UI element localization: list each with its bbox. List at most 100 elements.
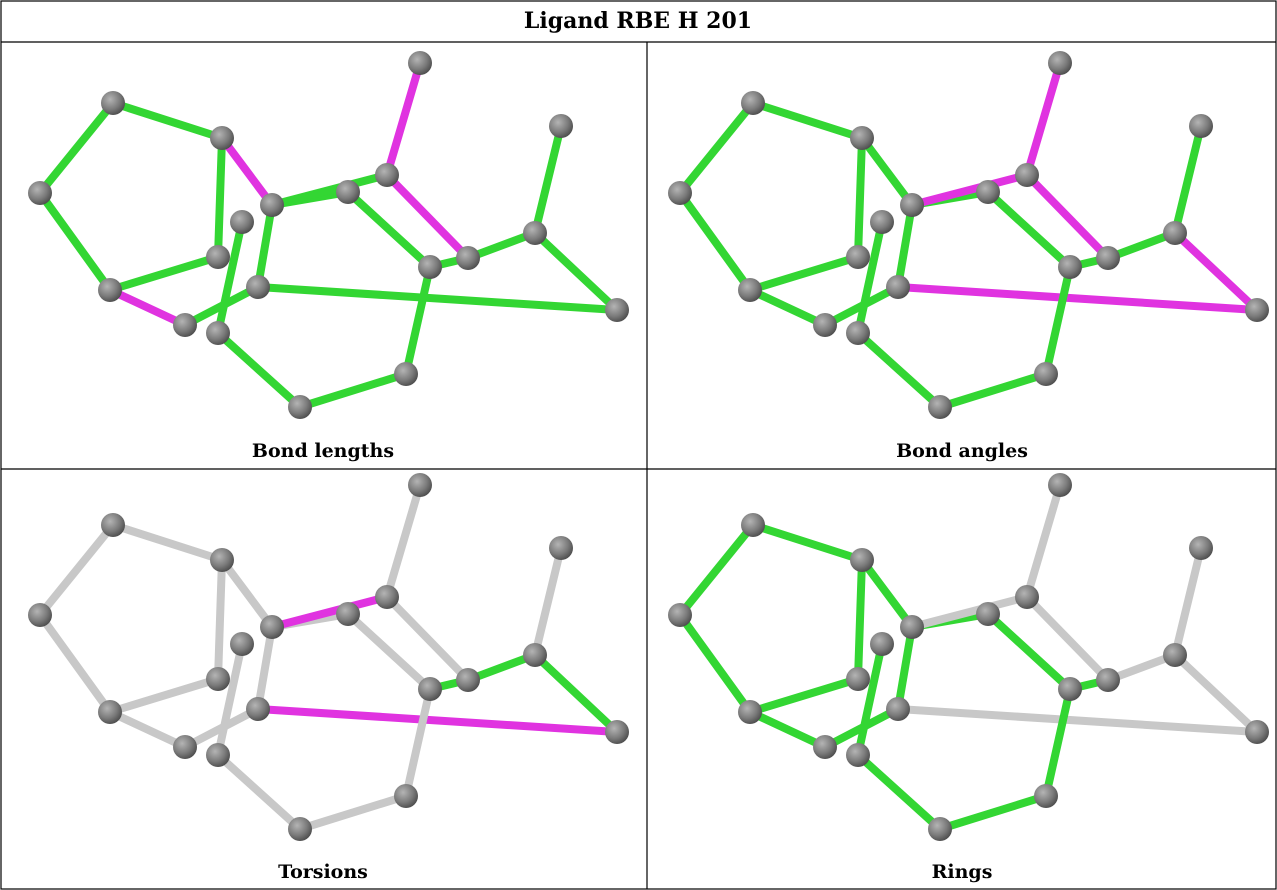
bond: [1027, 175, 1108, 258]
panel-caption: Torsions: [278, 861, 368, 883]
atom: [456, 246, 480, 270]
bond: [110, 290, 185, 325]
atom: [408, 51, 432, 75]
atom: [870, 210, 894, 234]
bond: [1046, 267, 1070, 374]
bond: [858, 138, 862, 257]
atom: [206, 743, 230, 767]
bond: [1175, 548, 1201, 655]
bond: [406, 689, 430, 796]
atom: [900, 615, 924, 639]
atom: [206, 245, 230, 269]
atom: [1048, 51, 1072, 75]
atom: [98, 278, 122, 302]
bond: [218, 755, 300, 829]
atom: [850, 126, 874, 150]
atom: [846, 245, 870, 269]
atom: [846, 321, 870, 345]
bond: [110, 712, 185, 747]
bond: [858, 755, 940, 829]
atom: [738, 278, 762, 302]
atom: [375, 585, 399, 609]
bond: [113, 525, 222, 560]
bond: [680, 193, 750, 290]
atom: [1058, 677, 1082, 701]
bond: [750, 679, 858, 712]
atom: [976, 180, 1000, 204]
bond: [300, 796, 406, 829]
bond: [110, 257, 218, 290]
bond: [300, 374, 406, 407]
atom: [900, 193, 924, 217]
bond: [1027, 485, 1060, 597]
panel-caption: Bond angles: [896, 440, 1028, 462]
bond: [222, 560, 272, 627]
atom: [101, 91, 125, 115]
atom: [230, 210, 254, 234]
atom: [886, 697, 910, 721]
atom: [928, 817, 952, 841]
bond: [1046, 689, 1070, 796]
bond: [40, 193, 110, 290]
atom: [1189, 536, 1213, 560]
atom: [246, 275, 270, 299]
atom: [523, 643, 547, 667]
atom: [928, 395, 952, 419]
atom: [741, 91, 765, 115]
bond: [858, 560, 862, 679]
atom: [668, 181, 692, 205]
bond: [898, 627, 912, 709]
atom: [210, 126, 234, 150]
atom: [1015, 163, 1039, 187]
bond: [750, 290, 825, 325]
figure: Ligand RBE H 201 Bond lengths Bond angle…: [0, 0, 1277, 890]
bond: [680, 103, 753, 193]
bond: [272, 597, 387, 627]
atom: [173, 313, 197, 337]
bond: [753, 525, 862, 560]
atom: [336, 180, 360, 204]
atom: [1163, 221, 1187, 245]
atom: [98, 700, 122, 724]
bond: [680, 615, 750, 712]
bond: [750, 257, 858, 290]
atom: [1034, 362, 1058, 386]
atom: [1048, 473, 1072, 497]
bond: [940, 796, 1046, 829]
bond: [912, 597, 1027, 627]
bond: [258, 287, 617, 310]
atom: [246, 697, 270, 721]
atom: [1096, 246, 1120, 270]
atom: [976, 602, 1000, 626]
atom: [741, 513, 765, 537]
atom: [1189, 114, 1213, 138]
bond: [1175, 655, 1257, 732]
bond: [898, 709, 1257, 732]
atom: [101, 513, 125, 537]
panel-caption: Bond lengths: [252, 440, 394, 462]
bond: [40, 103, 113, 193]
bond: [898, 287, 1257, 310]
bond: [862, 138, 912, 205]
bond: [406, 267, 430, 374]
atom: [408, 473, 432, 497]
bond: [680, 525, 753, 615]
bond: [940, 374, 1046, 407]
atom: [1015, 585, 1039, 609]
molecules: [28, 51, 1269, 841]
atom: [1245, 298, 1269, 322]
atom: [1034, 784, 1058, 808]
atom: [846, 743, 870, 767]
atom: [394, 784, 418, 808]
atom: [418, 677, 442, 701]
atom: [394, 362, 418, 386]
panel-caption: Rings: [932, 861, 993, 883]
bond: [387, 485, 420, 597]
atom: [418, 255, 442, 279]
atom: [605, 298, 629, 322]
atom: [1245, 720, 1269, 744]
atom: [206, 321, 230, 345]
bond: [218, 138, 222, 257]
bond: [1175, 233, 1257, 310]
atom: [28, 603, 52, 627]
